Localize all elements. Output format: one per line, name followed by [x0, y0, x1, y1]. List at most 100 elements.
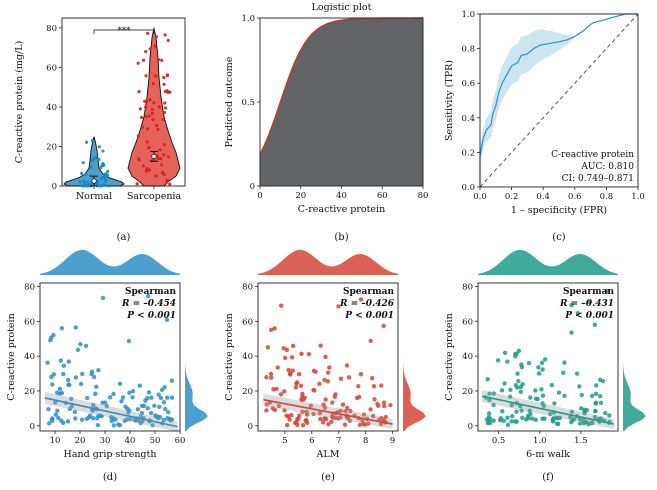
- a-point: [154, 35, 159, 39]
- d-point: [102, 400, 108, 405]
- f-point: [550, 417, 556, 423]
- a-point: [138, 107, 142, 111]
- e-point: [317, 411, 323, 416]
- d-point: [90, 416, 96, 421]
- a-point: [162, 82, 166, 86]
- a-point: [147, 114, 151, 118]
- f-fit-line: [481, 395, 615, 425]
- c-x-label: 1.0: [631, 192, 645, 202]
- panel-a-frame: [61, 17, 186, 187]
- a-significance-label: ***: [118, 26, 132, 36]
- b-x-label: 0: [257, 191, 262, 201]
- e-frame: [257, 282, 399, 432]
- e-point: [311, 411, 316, 417]
- a-significance-bracket: [93, 29, 155, 34]
- e-point: [326, 422, 331, 427]
- a-caption: (a): [117, 232, 131, 243]
- e-right-density: [403, 283, 426, 431]
- b-x-label: 20: [295, 191, 306, 201]
- e-point: [311, 368, 317, 374]
- f-point: [485, 377, 490, 382]
- a-violin-sarcopenia: [127, 27, 181, 187]
- a-point: [137, 90, 141, 94]
- f-point: [509, 413, 515, 419]
- a-point: [157, 105, 161, 109]
- e-point: [282, 408, 287, 413]
- e-point: [299, 351, 304, 357]
- d-x-label: 50: [150, 436, 161, 446]
- f-point: [530, 416, 535, 421]
- d-point: [46, 421, 52, 426]
- e-point: [284, 347, 290, 353]
- c-y-label: 0.2: [461, 148, 475, 158]
- f-point: [571, 417, 577, 422]
- a-point: [168, 182, 172, 186]
- a-point: [156, 127, 160, 132]
- d-fit-line: [44, 397, 178, 428]
- f-point: [491, 402, 496, 408]
- e-point: [368, 407, 373, 412]
- a-point: [94, 156, 98, 160]
- a-point: [145, 167, 149, 171]
- a-point: [147, 146, 151, 150]
- e-y-label: 20: [242, 387, 253, 397]
- e-point: [345, 415, 351, 421]
- panel-b: 0 0.5 1.0 0 20 40 60 80 Logistic plot C-reactive …: [224, 2, 428, 243]
- d-frame: [39, 282, 181, 432]
- f-point: [502, 381, 507, 386]
- f-point: [540, 393, 546, 398]
- f-point: [549, 382, 555, 388]
- e-point: [296, 371, 302, 377]
- d-point: [139, 403, 145, 408]
- e-point: [338, 376, 344, 381]
- d-point: [153, 413, 158, 418]
- a-point: [160, 58, 164, 62]
- a-x-label: Normal: [76, 191, 112, 202]
- d-point: [73, 416, 78, 421]
- c-y-label: 1.0: [461, 10, 475, 20]
- e-point: [368, 338, 373, 344]
- d-point: [66, 359, 71, 364]
- d-point: [111, 391, 116, 397]
- a-point: [168, 90, 172, 94]
- f-point: [486, 411, 492, 416]
- d-point: [100, 295, 106, 301]
- f-point: [509, 402, 514, 408]
- e-point: [304, 417, 309, 423]
- e-point: [372, 397, 377, 402]
- f-point: [598, 400, 604, 406]
- a-point: [162, 153, 166, 157]
- d-point: [120, 395, 126, 400]
- a-point: [144, 114, 148, 119]
- f-point: [561, 370, 566, 376]
- e-point: [271, 387, 276, 392]
- a-point: [151, 81, 155, 86]
- d-point: [149, 395, 154, 400]
- f-x-label: 0.5: [492, 436, 506, 446]
- a-point: [141, 58, 146, 62]
- a-point: [162, 142, 167, 147]
- b-x-label: 80: [418, 191, 429, 201]
- e-point: [356, 383, 361, 389]
- e-point: [330, 415, 336, 420]
- e-point: [286, 367, 291, 373]
- d-point: [73, 325, 78, 330]
- e-point: [270, 406, 276, 411]
- d-point: [104, 403, 110, 409]
- d-point: [108, 415, 114, 420]
- f-x-label: 1.0: [533, 436, 547, 446]
- e-point: [342, 422, 348, 427]
- a-point: [147, 168, 152, 172]
- d-point: [61, 371, 66, 377]
- f-y-axis-label: C-reactive protein: [444, 313, 455, 400]
- f-point: [603, 410, 608, 416]
- d-point: [66, 382, 71, 387]
- d-point: [133, 418, 138, 423]
- f-point: [582, 407, 587, 413]
- f-y-label: 60: [462, 317, 473, 327]
- f-x-label: 1.5: [574, 436, 588, 446]
- b-area: [260, 18, 423, 187]
- a-point: [139, 115, 144, 120]
- d-point: [148, 410, 154, 416]
- e-point: [381, 400, 387, 405]
